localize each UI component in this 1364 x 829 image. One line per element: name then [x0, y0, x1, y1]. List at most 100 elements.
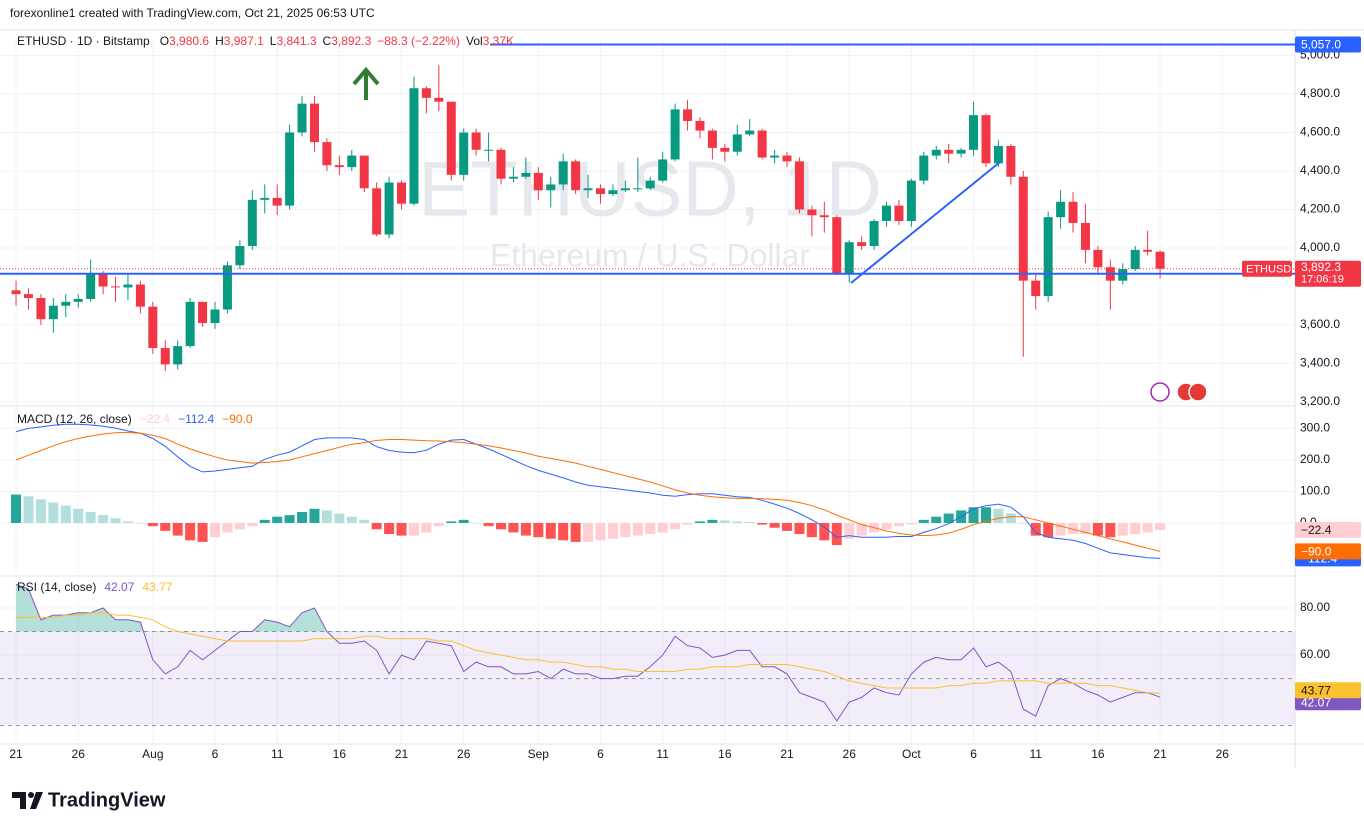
- indicator-line: [15, 584, 1161, 722]
- candle-body: [695, 120, 705, 131]
- histogram-bar: [210, 522, 221, 538]
- histogram-bar: [23, 496, 34, 523]
- price-tag-label: 43.77: [1301, 683, 1331, 697]
- histogram-bar: [48, 502, 59, 523]
- candle-body: [857, 242, 867, 247]
- histogram-bar: [533, 522, 544, 538]
- candle-body: [484, 149, 494, 151]
- histogram-bar: [433, 522, 444, 527]
- candle-body: [807, 209, 817, 216]
- histogram-bar: [931, 516, 942, 523]
- histogram-bar: [844, 522, 855, 539]
- candle-body: [459, 132, 469, 175]
- candle-body: [11, 290, 21, 295]
- histogram-bar: [1117, 522, 1128, 536]
- histogram-bar: [60, 505, 71, 523]
- candle-body: [683, 109, 693, 121]
- logo: TradingView: [12, 789, 166, 811]
- histogram-bar: [558, 522, 569, 541]
- price-tag-label: −22.4: [1301, 523, 1332, 537]
- candle-body: [334, 165, 344, 168]
- histogram-bar: [794, 522, 805, 535]
- histogram-bar: [707, 519, 718, 523]
- histogram-bar: [483, 522, 494, 527]
- candle-body: [658, 159, 668, 181]
- price-tag: [1295, 682, 1361, 699]
- histogram-bar: [384, 522, 395, 535]
- y-tick-label: 3,400.0: [1300, 356, 1340, 370]
- candle-body: [111, 286, 121, 288]
- histogram-bar: [471, 522, 482, 524]
- candle-body: [508, 176, 518, 179]
- indicator-line: [15, 423, 1161, 559]
- x-tick-label: Oct: [902, 747, 921, 761]
- candle-body: [36, 297, 46, 320]
- price-tag: [1295, 260, 1361, 287]
- histogram-bar: [1055, 522, 1066, 536]
- y-tick-label: 4,400.0: [1300, 163, 1340, 177]
- histogram-bar: [1018, 522, 1029, 524]
- x-tick-label: 21: [780, 747, 794, 761]
- histogram-bar: [906, 522, 917, 525]
- candle-body: [919, 155, 929, 181]
- candle-body: [1031, 280, 1041, 297]
- histogram-bar: [496, 522, 507, 530]
- candle-body: [173, 346, 183, 365]
- logo-mark: [28, 792, 34, 798]
- legend: RSI (14, close) 42.07 43.77: [17, 580, 173, 594]
- header: forexonline1 created with TradingView.co…: [10, 6, 375, 20]
- candle-body: [372, 188, 382, 235]
- candle-body: [322, 142, 332, 166]
- candle-body: [993, 145, 1003, 164]
- candle-body: [720, 147, 730, 152]
- histogram-bar: [856, 522, 867, 536]
- candle-body: [148, 306, 158, 349]
- legend-value: −90.0: [222, 412, 253, 426]
- candle-body: [844, 242, 854, 273]
- x-tick-label: 16: [333, 747, 347, 761]
- candle-body: [819, 215, 829, 218]
- price-tag-label: −90.0: [1301, 545, 1332, 559]
- legend-title: RSI (14, close): [17, 580, 96, 594]
- x-tick-label: 11: [271, 747, 284, 761]
- histogram-bar: [831, 522, 842, 546]
- candle-body: [222, 265, 232, 310]
- candle-body: [1018, 176, 1028, 281]
- histogram-bar: [620, 522, 631, 538]
- candle-body: [347, 155, 357, 168]
- candle-body: [906, 180, 916, 222]
- y-tick-label: 4,000.0: [1300, 240, 1340, 254]
- y-tick-label: 4,200.0: [1300, 202, 1340, 216]
- legend-title: ETHUSD · 1D · Bitstamp: [17, 34, 150, 48]
- overbought-area: [16, 584, 1161, 632]
- candle-body: [782, 155, 792, 162]
- histogram-bar: [160, 522, 171, 531]
- x-tick-label: 21: [9, 747, 23, 761]
- legend-key: C: [323, 34, 332, 48]
- x-tick-label: 16: [718, 747, 732, 761]
- price-tag: [1295, 522, 1361, 539]
- candle-body: [98, 272, 108, 287]
- indicator-line: [16, 612, 1161, 694]
- icon: [1188, 382, 1208, 402]
- histogram-bar: [694, 521, 705, 523]
- legend-value: 43.77: [142, 580, 172, 594]
- candle-body: [1068, 201, 1078, 223]
- price-tag-label: 3,892.3: [1301, 260, 1341, 274]
- histogram-bar: [247, 522, 258, 527]
- candle-body: [546, 184, 556, 191]
- candle-body: [384, 182, 394, 235]
- histogram-bar: [881, 522, 892, 530]
- candle-body: [496, 149, 506, 179]
- histogram-bar: [607, 522, 618, 539]
- histogram-bar: [508, 522, 519, 533]
- arrow-drawing: [352, 66, 380, 100]
- histogram-bar: [968, 507, 979, 523]
- candle-body: [757, 130, 767, 158]
- histogram-bar: [1030, 522, 1041, 536]
- legend-value: 3.37K: [483, 34, 514, 48]
- candle-body: [23, 294, 33, 298]
- histogram-bar: [980, 507, 991, 523]
- histogram-bar: [1005, 513, 1016, 523]
- histogram-bar: [309, 508, 320, 523]
